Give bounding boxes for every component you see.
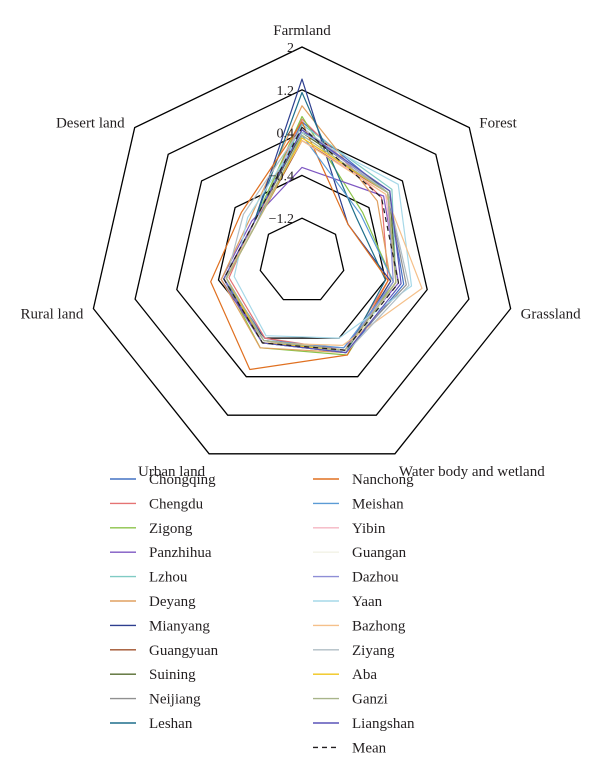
- series-line-ganzi: [225, 134, 397, 351]
- series-line-nanchong: [210, 121, 389, 371]
- legend-label-mean: Mean: [352, 740, 387, 756]
- legend-label-chongqing: Chongqing: [149, 472, 216, 488]
- legend-label-guangan: Guangan: [352, 545, 407, 561]
- legend-label-mianyang: Mianyang: [149, 618, 210, 634]
- legend-label-deyang: Deyang: [149, 594, 196, 610]
- legend-label-ziyang: Ziyang: [352, 643, 395, 659]
- tick-label: 0.4: [277, 127, 295, 142]
- legend-label-meishan: Meishan: [352, 496, 404, 512]
- legend-label-suining: Suining: [149, 667, 196, 683]
- legend-label-chengdu: Chengdu: [149, 496, 204, 512]
- series-line-mean: [223, 126, 400, 351]
- tick-label: −1.2: [269, 212, 294, 227]
- legend-label-dazhou: Dazhou: [352, 570, 399, 586]
- legend-label-ganzi: Ganzi: [352, 692, 388, 708]
- legend-label-bazhong: Bazhong: [352, 618, 406, 634]
- tick-label: 2: [287, 41, 294, 56]
- axis-label-urban-land: Urban land: [138, 464, 206, 480]
- tick-label: −0.4: [269, 169, 294, 184]
- axis-label-grassland: Grassland: [521, 307, 581, 323]
- axis-label-forest: Forest: [479, 116, 517, 132]
- legend-label-panzhihua: Panzhihua: [149, 545, 212, 561]
- grid-ring-4: [92, 46, 512, 455]
- grid-ring-3: [134, 89, 470, 416]
- axis-label-rural-land: Rural land: [20, 307, 83, 323]
- legend-label-neijiang: Neijiang: [149, 692, 201, 708]
- grid-ring-2: [176, 131, 428, 378]
- legend-label-liangshan: Liangshan: [352, 716, 415, 732]
- legend-label-aba: Aba: [352, 667, 377, 683]
- series-line-yaan: [233, 132, 413, 339]
- legend-label-lzhou: Lzhou: [149, 570, 188, 586]
- legend-label-yibin: Yibin: [352, 521, 386, 537]
- axis-label-water-body-and-wetland: Water body and wetland: [399, 464, 545, 480]
- grid-ring-1: [217, 174, 387, 339]
- legend-label-nanchong: Nanchong: [352, 472, 414, 488]
- tick-label: 1.2: [277, 84, 295, 99]
- legend-label-zigong: Zigong: [149, 521, 193, 537]
- grid-ring-0: [259, 217, 345, 301]
- legend-label-yaan: Yaan: [352, 594, 383, 610]
- axis-label-desert-land: Desert land: [56, 116, 125, 132]
- axis-label-farmland: Farmland: [273, 23, 331, 39]
- legend-label-guangyuan: Guangyuan: [149, 643, 219, 659]
- legend-label-leshan: Leshan: [149, 716, 193, 732]
